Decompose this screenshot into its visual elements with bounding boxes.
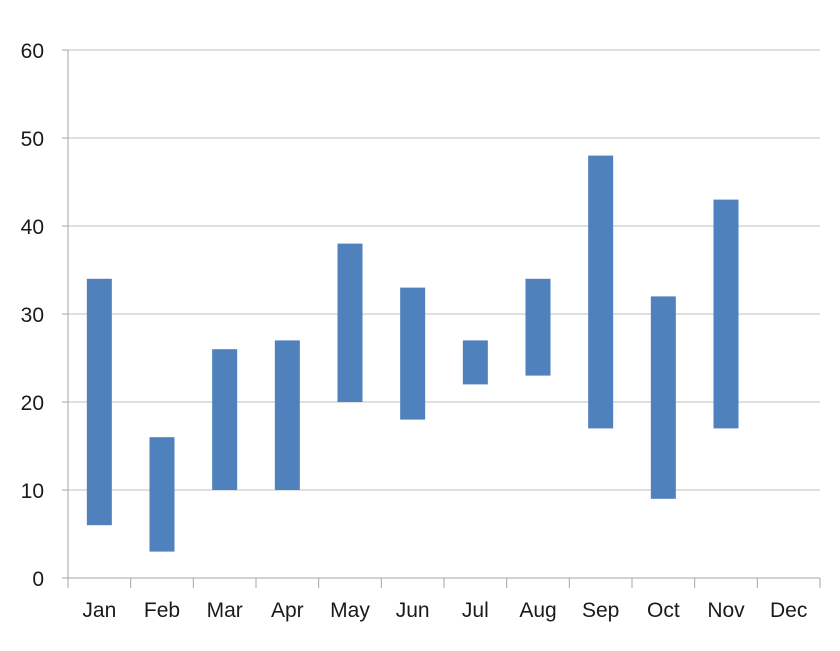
bar-jan [86,278,112,526]
bar-sep [588,155,614,429]
bar-mar [212,349,238,490]
x-tick-label-aug: Aug [519,599,556,622]
bars [86,155,739,552]
x-tick-label-nov: Nov [707,599,745,622]
gridlines [68,49,820,491]
x-tick-label-jan: Jan [82,599,116,622]
x-tick-labels: Jan Feb Mar Apr May Jun Jul Aug Sep Oct Nov Dec [82,599,807,622]
bar-jul [462,340,488,385]
y-tick-label: 50 [21,128,44,151]
bar-jun [400,287,426,420]
x-tick-label-may: May [330,599,370,622]
bar-feb [149,437,175,552]
y-tick-label: 60 [21,40,44,63]
x-tick-label-oct: Oct [647,599,680,622]
x-tick-label-mar: Mar [207,599,243,622]
x-tick-label-dec: Dec [770,599,807,622]
x-tick-label-feb: Feb [144,599,180,622]
x-tick-label-jun: Jun [396,599,430,622]
x-tick-label-jul: Jul [462,599,489,622]
y-tick-labels: 0 10 20 30 40 50 60 [21,40,44,591]
y-tick-label: 20 [21,392,44,415]
bar-nov [713,199,739,429]
bar-apr [274,340,300,490]
axes [62,49,821,588]
y-tick-label: 40 [21,216,44,239]
y-tick-label: 10 [21,480,44,503]
y-tick-label: 0 [32,568,44,591]
x-tick-label-apr: Apr [271,599,304,622]
bar-aug [525,278,551,376]
x-tick-label-sep: Sep [582,599,619,622]
y-tick-label: 30 [21,304,44,327]
bar-oct [650,296,676,499]
bar-may [337,243,363,402]
